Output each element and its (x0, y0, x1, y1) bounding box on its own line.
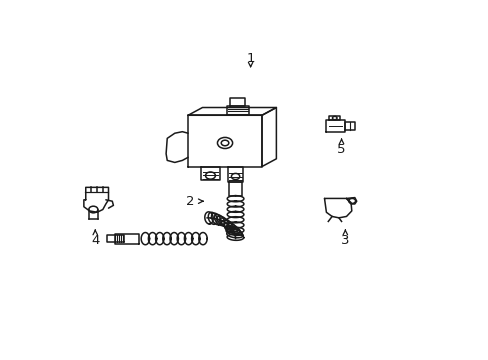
Text: 2: 2 (185, 195, 194, 208)
Text: 5: 5 (337, 143, 345, 156)
Text: 4: 4 (91, 234, 99, 247)
Text: 1: 1 (246, 52, 254, 65)
Text: 3: 3 (341, 234, 349, 247)
